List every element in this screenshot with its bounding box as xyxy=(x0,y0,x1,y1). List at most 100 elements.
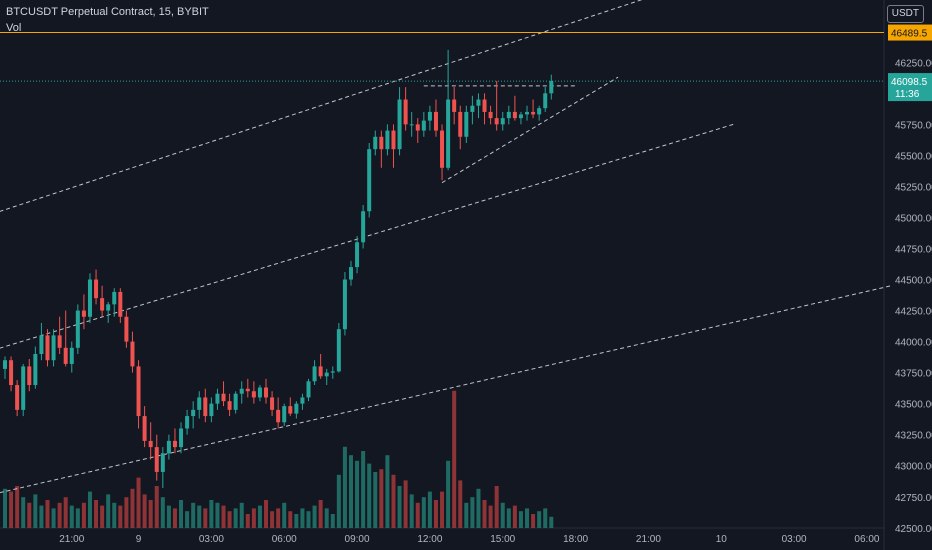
candle-body xyxy=(427,111,432,121)
volume-bar xyxy=(391,474,396,528)
candle-body xyxy=(94,279,99,299)
candle-body xyxy=(124,316,129,342)
volume-bar xyxy=(446,460,451,528)
volume-bar xyxy=(276,508,281,528)
volume-bar xyxy=(233,508,238,528)
volume-bar xyxy=(452,390,457,528)
volume-bar xyxy=(348,455,353,528)
volume-bar xyxy=(342,446,347,528)
volume-bar xyxy=(197,505,202,528)
candle-body xyxy=(166,440,171,454)
candle-body xyxy=(118,291,123,317)
volume-bar xyxy=(403,480,408,528)
volume-bar xyxy=(397,486,402,528)
volume-bar xyxy=(312,505,317,528)
candle-body xyxy=(549,81,554,94)
candle-body xyxy=(470,105,475,112)
candle-body xyxy=(63,347,68,364)
volume-bar xyxy=(470,497,475,528)
candle-body xyxy=(458,111,463,137)
y-tick-label: 44750.00 xyxy=(895,244,932,255)
candle-body xyxy=(476,99,481,106)
volume-bar xyxy=(440,491,445,528)
candle-body xyxy=(264,387,269,398)
volume-bar xyxy=(336,474,341,528)
candle-body xyxy=(464,111,469,137)
candle-body xyxy=(51,335,56,361)
candle-body xyxy=(197,397,202,410)
candle-body xyxy=(239,388,244,394)
volume-bar xyxy=(124,497,129,528)
candle-body xyxy=(379,136,384,150)
volume-bar xyxy=(148,500,153,528)
volume-bar xyxy=(154,486,159,528)
candle-body xyxy=(324,372,329,377)
volume-bar xyxy=(57,502,62,528)
candle-body xyxy=(106,304,111,311)
volume-bar xyxy=(427,491,432,528)
volume-bar xyxy=(27,502,32,528)
volume-bar xyxy=(87,491,92,528)
candle-body xyxy=(537,108,542,115)
candle-body xyxy=(100,298,105,311)
volume-bar xyxy=(45,500,50,528)
volume-bar xyxy=(330,514,335,528)
y-tick-label: 46250.00 xyxy=(895,58,932,69)
candle-body xyxy=(245,388,250,392)
y-tick-label: 42500.00 xyxy=(895,524,932,535)
candle-body xyxy=(270,397,275,410)
x-tick-label: 9 xyxy=(136,534,142,545)
candle-body xyxy=(318,366,323,377)
volume-bar xyxy=(500,502,505,528)
volume-bar xyxy=(367,463,372,528)
volume-bar xyxy=(130,488,135,528)
volume-bar xyxy=(81,502,86,528)
candle-body xyxy=(446,99,451,168)
x-tick-label: 03:00 xyxy=(782,534,807,545)
volume-bar xyxy=(361,451,366,528)
volume-bar xyxy=(324,508,329,528)
x-tick-label: 15:00 xyxy=(490,534,515,545)
candle-body xyxy=(142,416,147,441)
volume-bar xyxy=(264,500,269,528)
volume-bar xyxy=(543,508,548,528)
trendline xyxy=(0,285,892,494)
volume-bar xyxy=(203,508,208,528)
candle-body xyxy=(518,114,523,119)
y-tick-label: 45000.00 xyxy=(895,213,932,224)
candle-body xyxy=(112,291,117,305)
x-tick-label: 10 xyxy=(716,534,728,545)
volume-bar xyxy=(482,500,487,528)
candle-body xyxy=(81,310,86,317)
volume-bar xyxy=(421,497,426,528)
volume-bar xyxy=(531,514,536,528)
volume-bar xyxy=(488,505,493,528)
volume-indicator-label: Vol xyxy=(6,22,22,34)
x-tick-label: 21:00 xyxy=(636,534,661,545)
x-tick-label: 18:00 xyxy=(563,534,588,545)
candle-body xyxy=(367,149,372,212)
volume-bar xyxy=(209,500,214,528)
candle-body xyxy=(531,111,536,115)
volume-bar xyxy=(537,511,542,528)
currency-button[interactable]: USDT xyxy=(886,5,924,23)
volume-bar xyxy=(458,480,463,528)
high-price-label-box xyxy=(888,24,932,41)
candle-body xyxy=(282,406,287,423)
candle-body xyxy=(69,347,74,364)
volume-bar xyxy=(518,511,523,528)
volume-bar xyxy=(3,488,7,528)
x-tick-label: 03:00 xyxy=(199,534,224,545)
volume-bar xyxy=(100,505,105,528)
volume-bar xyxy=(379,469,384,528)
candle-body xyxy=(179,428,184,448)
x-tick-label: 06:00 xyxy=(272,534,297,545)
candle-body xyxy=(506,111,511,119)
candle-body xyxy=(203,397,208,417)
y-tick-label: 45750.00 xyxy=(895,120,932,131)
candle-body xyxy=(494,118,499,125)
candle-body xyxy=(227,401,232,410)
volume-bar xyxy=(251,508,256,528)
volume-bar xyxy=(9,491,14,528)
